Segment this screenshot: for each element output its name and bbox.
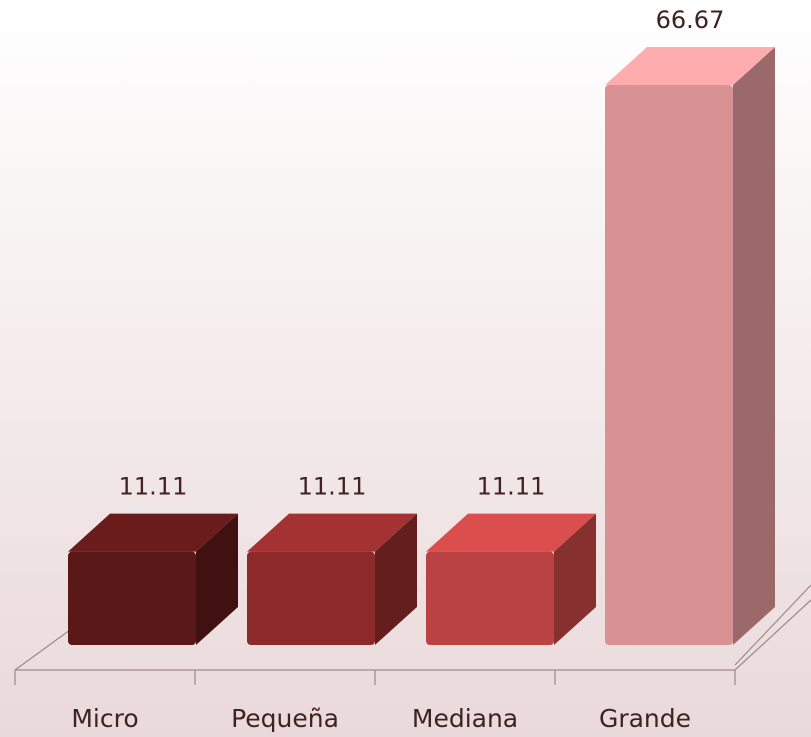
value-label: 11.11 xyxy=(477,473,546,501)
bar-side xyxy=(554,513,596,645)
floor-edge xyxy=(14,629,71,671)
bar-top xyxy=(426,513,596,552)
bar xyxy=(68,551,196,645)
value-label: 66.67 xyxy=(656,6,725,34)
bar-side xyxy=(375,513,417,645)
bar-top xyxy=(68,513,238,552)
floor-edge xyxy=(734,584,811,666)
bar xyxy=(605,85,733,645)
value-label: 11.11 xyxy=(119,473,188,501)
x-tick-label: Pequeña xyxy=(231,704,339,733)
bar xyxy=(426,551,554,645)
bar-top xyxy=(247,513,417,552)
value-label: 11.11 xyxy=(298,473,367,501)
x-tick-label: Mediana xyxy=(412,704,518,733)
bar-top xyxy=(605,47,775,85)
bar-side xyxy=(733,47,775,645)
floor xyxy=(14,584,811,685)
x-tick-label: Grande xyxy=(599,704,691,733)
x-tick-label: Micro xyxy=(71,704,138,733)
bar xyxy=(247,551,375,645)
bar-side xyxy=(196,513,238,645)
